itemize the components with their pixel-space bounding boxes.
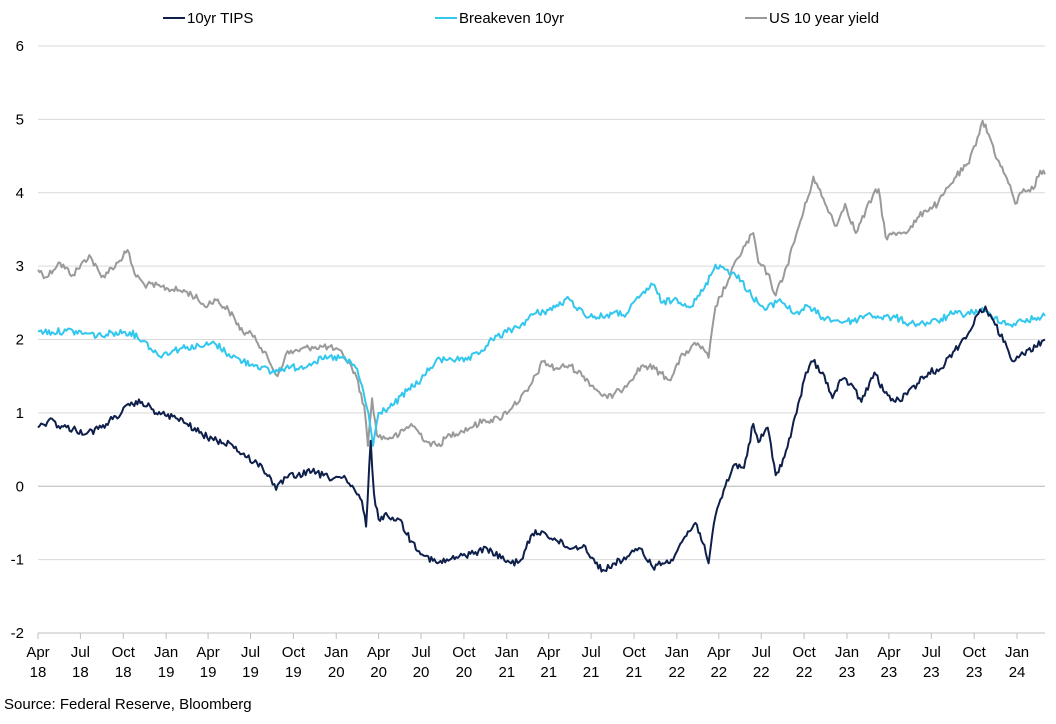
x-tick-year: 19 xyxy=(285,664,302,681)
x-tick-month: Apr xyxy=(707,644,730,661)
series-line-us-10-year-yield xyxy=(37,119,1046,448)
y-tick-label: 2 xyxy=(16,332,24,349)
x-tick-year: 22 xyxy=(710,664,727,681)
x-tick-month: Oct xyxy=(452,644,476,661)
series-lines xyxy=(37,119,1046,573)
x-axis: Apr 18 Jul 18 Oct 18 Jan 19 Apr 19 Jul 19 Oct 19 Jan 20… xyxy=(26,485,1045,681)
x-tick-month: Apr xyxy=(367,644,390,661)
x-tick-year: 19 xyxy=(158,664,175,681)
x-tick-year: 23 xyxy=(923,664,940,681)
x-tick-month: Oct xyxy=(792,644,816,661)
x-tick-month: Oct xyxy=(112,644,136,661)
x-tick-year: 22 xyxy=(669,664,686,681)
x-tick-month: Jul xyxy=(411,644,430,661)
x-tick-month: Jul xyxy=(752,644,771,661)
source-note: Source: Federal Reserve, Bloomberg xyxy=(4,696,252,713)
x-tick-year: 22 xyxy=(796,664,813,681)
x-tick-year: 23 xyxy=(881,664,898,681)
x-tick-year: 20 xyxy=(456,664,473,681)
x-tick-year: 21 xyxy=(498,664,515,681)
x-tick-year: 24 xyxy=(1009,664,1026,681)
x-tick-year: 21 xyxy=(626,664,643,681)
x-tick-month: Oct xyxy=(282,644,306,661)
x-tick-month: Jan xyxy=(835,644,859,661)
y-tick-label: -1 xyxy=(11,552,24,569)
x-tick-year: 23 xyxy=(966,664,983,681)
series-line-breakeven-10yr xyxy=(37,263,1046,447)
x-tick-month: Jan xyxy=(665,644,689,661)
legend-label: 10yr TIPS xyxy=(187,10,253,27)
x-tick-month: Oct xyxy=(622,644,646,661)
x-tick-year: 19 xyxy=(242,664,259,681)
x-tick-year: 18 xyxy=(115,664,132,681)
y-tick-label: 6 xyxy=(16,38,24,55)
x-tick-year: 22 xyxy=(753,664,770,681)
x-tick-year: 20 xyxy=(328,664,345,681)
x-tick-year: 18 xyxy=(30,664,47,681)
legend-label: US 10 year yield xyxy=(769,10,879,27)
y-tick-label: 0 xyxy=(16,478,24,495)
x-tick-month: Apr xyxy=(877,644,900,661)
gridlines xyxy=(38,45,1045,634)
x-tick-year: 21 xyxy=(540,664,557,681)
y-tick-label: 3 xyxy=(16,258,24,275)
x-tick-month: Jan xyxy=(1005,644,1029,661)
x-tick-year: 20 xyxy=(370,664,387,681)
series-line-10yr-tips xyxy=(37,305,1046,573)
x-tick-month: Jul xyxy=(241,644,260,661)
x-tick-month: Jan xyxy=(324,644,348,661)
y-tick-label: 4 xyxy=(16,185,24,202)
x-tick-year: 21 xyxy=(583,664,600,681)
x-tick-month: Jan xyxy=(154,644,178,661)
x-tick-month: Apr xyxy=(26,644,49,661)
x-tick-month: Jul xyxy=(582,644,601,661)
x-tick-year: 20 xyxy=(413,664,430,681)
y-tick-label: 5 xyxy=(16,111,24,128)
legend-label: Breakeven 10yr xyxy=(459,10,564,27)
legend: 10yr TIPS Breakeven 10yr US 10 year yield xyxy=(163,10,879,27)
y-tick-label: 1 xyxy=(16,405,24,422)
y-tick-label: -2 xyxy=(11,625,24,642)
y-axis: -2 -1 0 1 2 3 4 5 6 xyxy=(11,38,24,642)
x-tick-year: 19 xyxy=(200,664,217,681)
x-tick-month: Apr xyxy=(537,644,560,661)
x-tick-month: Oct xyxy=(962,644,986,661)
x-tick-year: 18 xyxy=(72,664,89,681)
x-tick-month: Apr xyxy=(196,644,219,661)
x-tick-month: Jan xyxy=(495,644,519,661)
x-tick-month: Jul xyxy=(922,644,941,661)
x-tick-year: 23 xyxy=(839,664,856,681)
x-tick-month: Jul xyxy=(71,644,90,661)
